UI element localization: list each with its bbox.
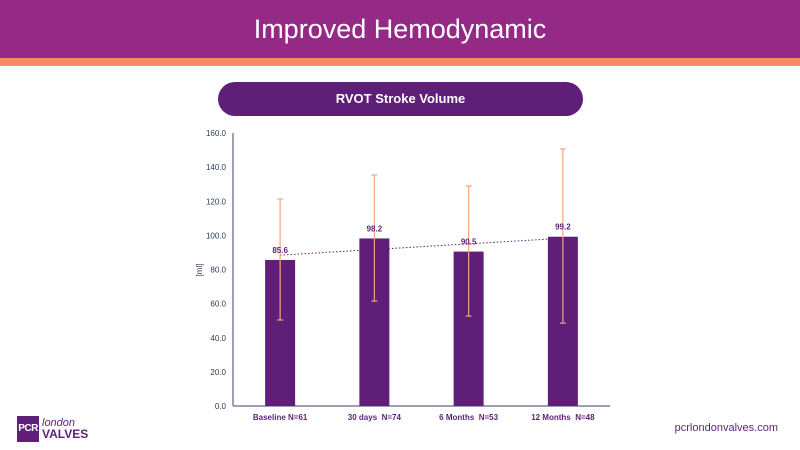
y-tick-label: 40.0 <box>210 334 226 343</box>
logo-pcr-box: PCR <box>17 416 39 442</box>
logo-valves-text: VALVES <box>42 427 89 441</box>
data-label: 98.2 <box>367 224 383 233</box>
x-tick-label: Baseline N=61 <box>253 413 308 422</box>
trendline <box>280 237 563 256</box>
data-label: 85.6 <box>272 246 288 255</box>
chart-title: RVOT Stroke Volume <box>218 82 583 116</box>
y-tick-label: 20.0 <box>210 368 226 377</box>
x-tick-label: 12 Months N=48 <box>531 413 595 422</box>
y-tick-label: 140.0 <box>206 163 227 172</box>
y-tick-label: 0.0 <box>215 402 227 411</box>
x-tick-label: 30 days N=74 <box>348 413 402 422</box>
page-title: Improved Hemodynamic <box>253 14 547 44</box>
header-bar <box>0 0 800 58</box>
y-tick-label: 100.0 <box>206 231 227 240</box>
y-tick-label: 120.0 <box>206 197 227 206</box>
data-label: 99.2 <box>555 223 571 232</box>
data-label: 90.5 <box>461 238 477 247</box>
y-tick-label: 60.0 <box>210 300 226 309</box>
pcr-london-valves-logo: PCR london VALVES <box>17 416 88 442</box>
logo-london-text: london <box>42 417 76 429</box>
website-link[interactable]: pcrlondonvalves.com <box>674 422 778 434</box>
x-tick-label: 6 Months N=53 <box>439 413 498 422</box>
accent-stripe <box>0 58 800 66</box>
y-axis-label: [ml] <box>195 264 204 277</box>
y-tick-label: 160.0 <box>206 129 227 138</box>
y-tick-label: 80.0 <box>210 266 226 275</box>
